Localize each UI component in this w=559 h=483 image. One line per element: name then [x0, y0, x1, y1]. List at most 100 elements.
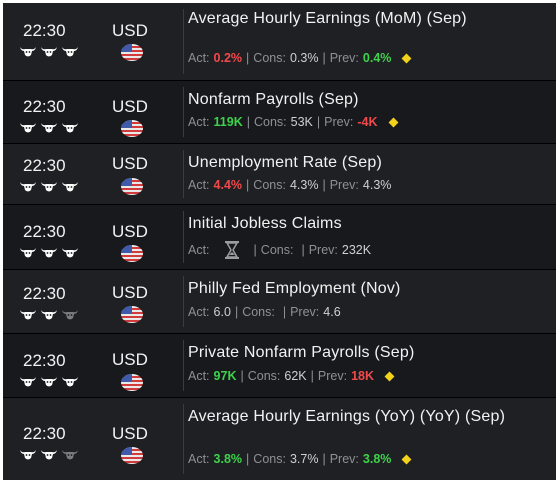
event-stats: Act: 3.8% | Cons: 3.7% | Prev: 3.8% — [188, 452, 412, 466]
event-currency: USD — [112, 222, 148, 241]
bull-head-icon — [40, 375, 58, 387]
separator: | — [301, 243, 305, 257]
separator: | — [322, 178, 326, 192]
bull-head-icon — [40, 246, 58, 258]
event-details: Initial Jobless Claims Act: | Cons: | Pr… — [184, 205, 556, 269]
us-flag-icon — [121, 306, 143, 323]
previous-label: Prev: — [317, 369, 348, 383]
consensus-value: 62K — [284, 369, 307, 383]
bull-head-icon — [19, 246, 37, 258]
column-divider — [183, 211, 184, 263]
actual-value: 4.4% — [213, 178, 243, 192]
consensus-value: 4.3% — [289, 178, 319, 192]
bull-head-icon — [40, 308, 58, 320]
previous-label: Prev: — [290, 305, 320, 319]
event-details: Philly Fed Employment (Nov) Act: 6.0 | C… — [184, 270, 556, 333]
us-flag-icon — [121, 120, 143, 137]
column-divider — [183, 150, 184, 198]
previous-value: 18K — [351, 369, 375, 383]
previous-label: Prev: — [329, 51, 359, 65]
event-stats: Act: | Cons: | Prev: 232K — [188, 241, 371, 259]
actual-value: 3.8% — [213, 452, 243, 466]
event-title[interactable]: Unemployment Rate (Sep) — [188, 154, 383, 171]
previous-value: 4.6 — [323, 305, 341, 319]
event-currency: USD — [112, 21, 148, 40]
event-stats: Act: 6.0 | Cons: | Prev: 4.6 — [188, 305, 341, 319]
importance-rating — [19, 448, 79, 460]
event-title[interactable]: Nonfarm Payrolls (Sep) — [188, 91, 359, 108]
importance-rating — [19, 180, 79, 192]
bull-head-icon — [40, 121, 58, 133]
event-row[interactable]: 22:30 USD Nonfarm Payrolls (Sep) Act: 11… — [3, 81, 556, 144]
event-currency: USD — [112, 283, 148, 302]
actual-label: Act: — [188, 243, 210, 257]
bull-head-icon — [61, 375, 79, 387]
diamond-icon — [384, 371, 395, 381]
event-row[interactable]: 22:30 USD Initial Jobless Claims Act: | … — [3, 205, 556, 270]
bull-head-icon — [61, 121, 79, 133]
event-row[interactable]: 22:30 USD Unemployment Rate (Sep) Act: 4… — [3, 144, 556, 205]
us-flag-icon — [121, 178, 143, 195]
previous-label: Prev: — [308, 243, 338, 257]
previous-value: -4K — [357, 115, 378, 129]
event-details: Unemployment Rate (Sep) Act: 4.4% | Cons… — [184, 144, 556, 204]
event-row[interactable]: 22:30 USD Average Hourly Earnings (YoY) … — [3, 398, 556, 480]
importance-rating — [19, 45, 79, 57]
previous-label: Prev: — [329, 452, 359, 466]
actual-value: 6.0 — [213, 305, 231, 319]
actual-value: 119K — [213, 115, 243, 129]
us-flag-icon — [121, 447, 143, 464]
bull-head-icon — [19, 448, 37, 460]
bull-head-icon — [19, 375, 37, 387]
diamond-icon — [401, 454, 412, 464]
event-time: 22:30 — [23, 97, 66, 116]
event-time: 22:30 — [23, 284, 66, 303]
event-row[interactable]: 22:30 USD Private Nonfarm Payrolls (Sep)… — [3, 334, 556, 398]
separator: | — [282, 305, 287, 319]
event-meta: 22:30 USD — [3, 334, 183, 397]
previous-value: 232K — [341, 243, 372, 257]
consensus-value: 53K — [290, 115, 313, 129]
event-currency: USD — [112, 97, 148, 116]
event-details: Private Nonfarm Payrolls (Sep) Act: 97K … — [184, 334, 556, 397]
us-flag-icon — [121, 374, 143, 391]
event-title[interactable]: Philly Fed Employment (Nov) — [188, 280, 401, 297]
event-meta: 22:30 USD — [3, 398, 183, 480]
event-meta: 22:30 USD — [3, 205, 183, 269]
separator: | — [246, 178, 250, 192]
event-title[interactable]: Average Hourly Earnings (YoY) (YoY) (Sep… — [188, 408, 506, 425]
diamond-icon — [388, 117, 398, 127]
us-flag-icon — [121, 44, 143, 61]
us-flag-icon — [121, 245, 143, 262]
event-time: 22:30 — [23, 424, 66, 443]
event-currency: USD — [112, 424, 148, 443]
column-divider — [183, 340, 184, 391]
event-title[interactable]: Private Nonfarm Payrolls (Sep) — [188, 344, 415, 361]
event-row[interactable]: 22:30 USD Average Hourly Earnings (MoM) … — [3, 3, 556, 81]
actual-label: Act: — [188, 51, 210, 65]
bull-head-icon — [61, 45, 79, 57]
event-title[interactable]: Average Hourly Earnings (MoM) (Sep) — [188, 10, 467, 27]
column-divider — [183, 276, 184, 327]
event-meta: 22:30 USD — [3, 270, 183, 333]
event-details: Average Hourly Earnings (YoY) (YoY) (Sep… — [184, 398, 556, 480]
bull-head-icon — [40, 448, 58, 460]
separator: | — [322, 51, 326, 65]
column-divider — [183, 87, 184, 137]
previous-value: 0.4% — [362, 51, 392, 65]
consensus-label: Cons: — [254, 115, 287, 129]
bull-head-icon — [19, 121, 37, 133]
separator: | — [246, 51, 250, 65]
previous-value: 4.3% — [362, 178, 392, 192]
importance-rating — [19, 121, 79, 133]
event-currency: USD — [112, 350, 148, 369]
event-row[interactable]: 22:30 USD Philly Fed Employment (Nov) Ac… — [3, 270, 556, 334]
column-divider — [183, 404, 184, 474]
bull-head-icon — [19, 180, 37, 192]
event-time: 22:30 — [23, 351, 66, 370]
separator: | — [246, 452, 250, 466]
event-stats: Act: 119K | Cons: 53K | Prev: -4K — [188, 115, 398, 129]
event-title[interactable]: Initial Jobless Claims — [188, 215, 342, 232]
event-meta: 22:30 USD — [3, 81, 183, 143]
actual-label: Act: — [188, 178, 210, 192]
